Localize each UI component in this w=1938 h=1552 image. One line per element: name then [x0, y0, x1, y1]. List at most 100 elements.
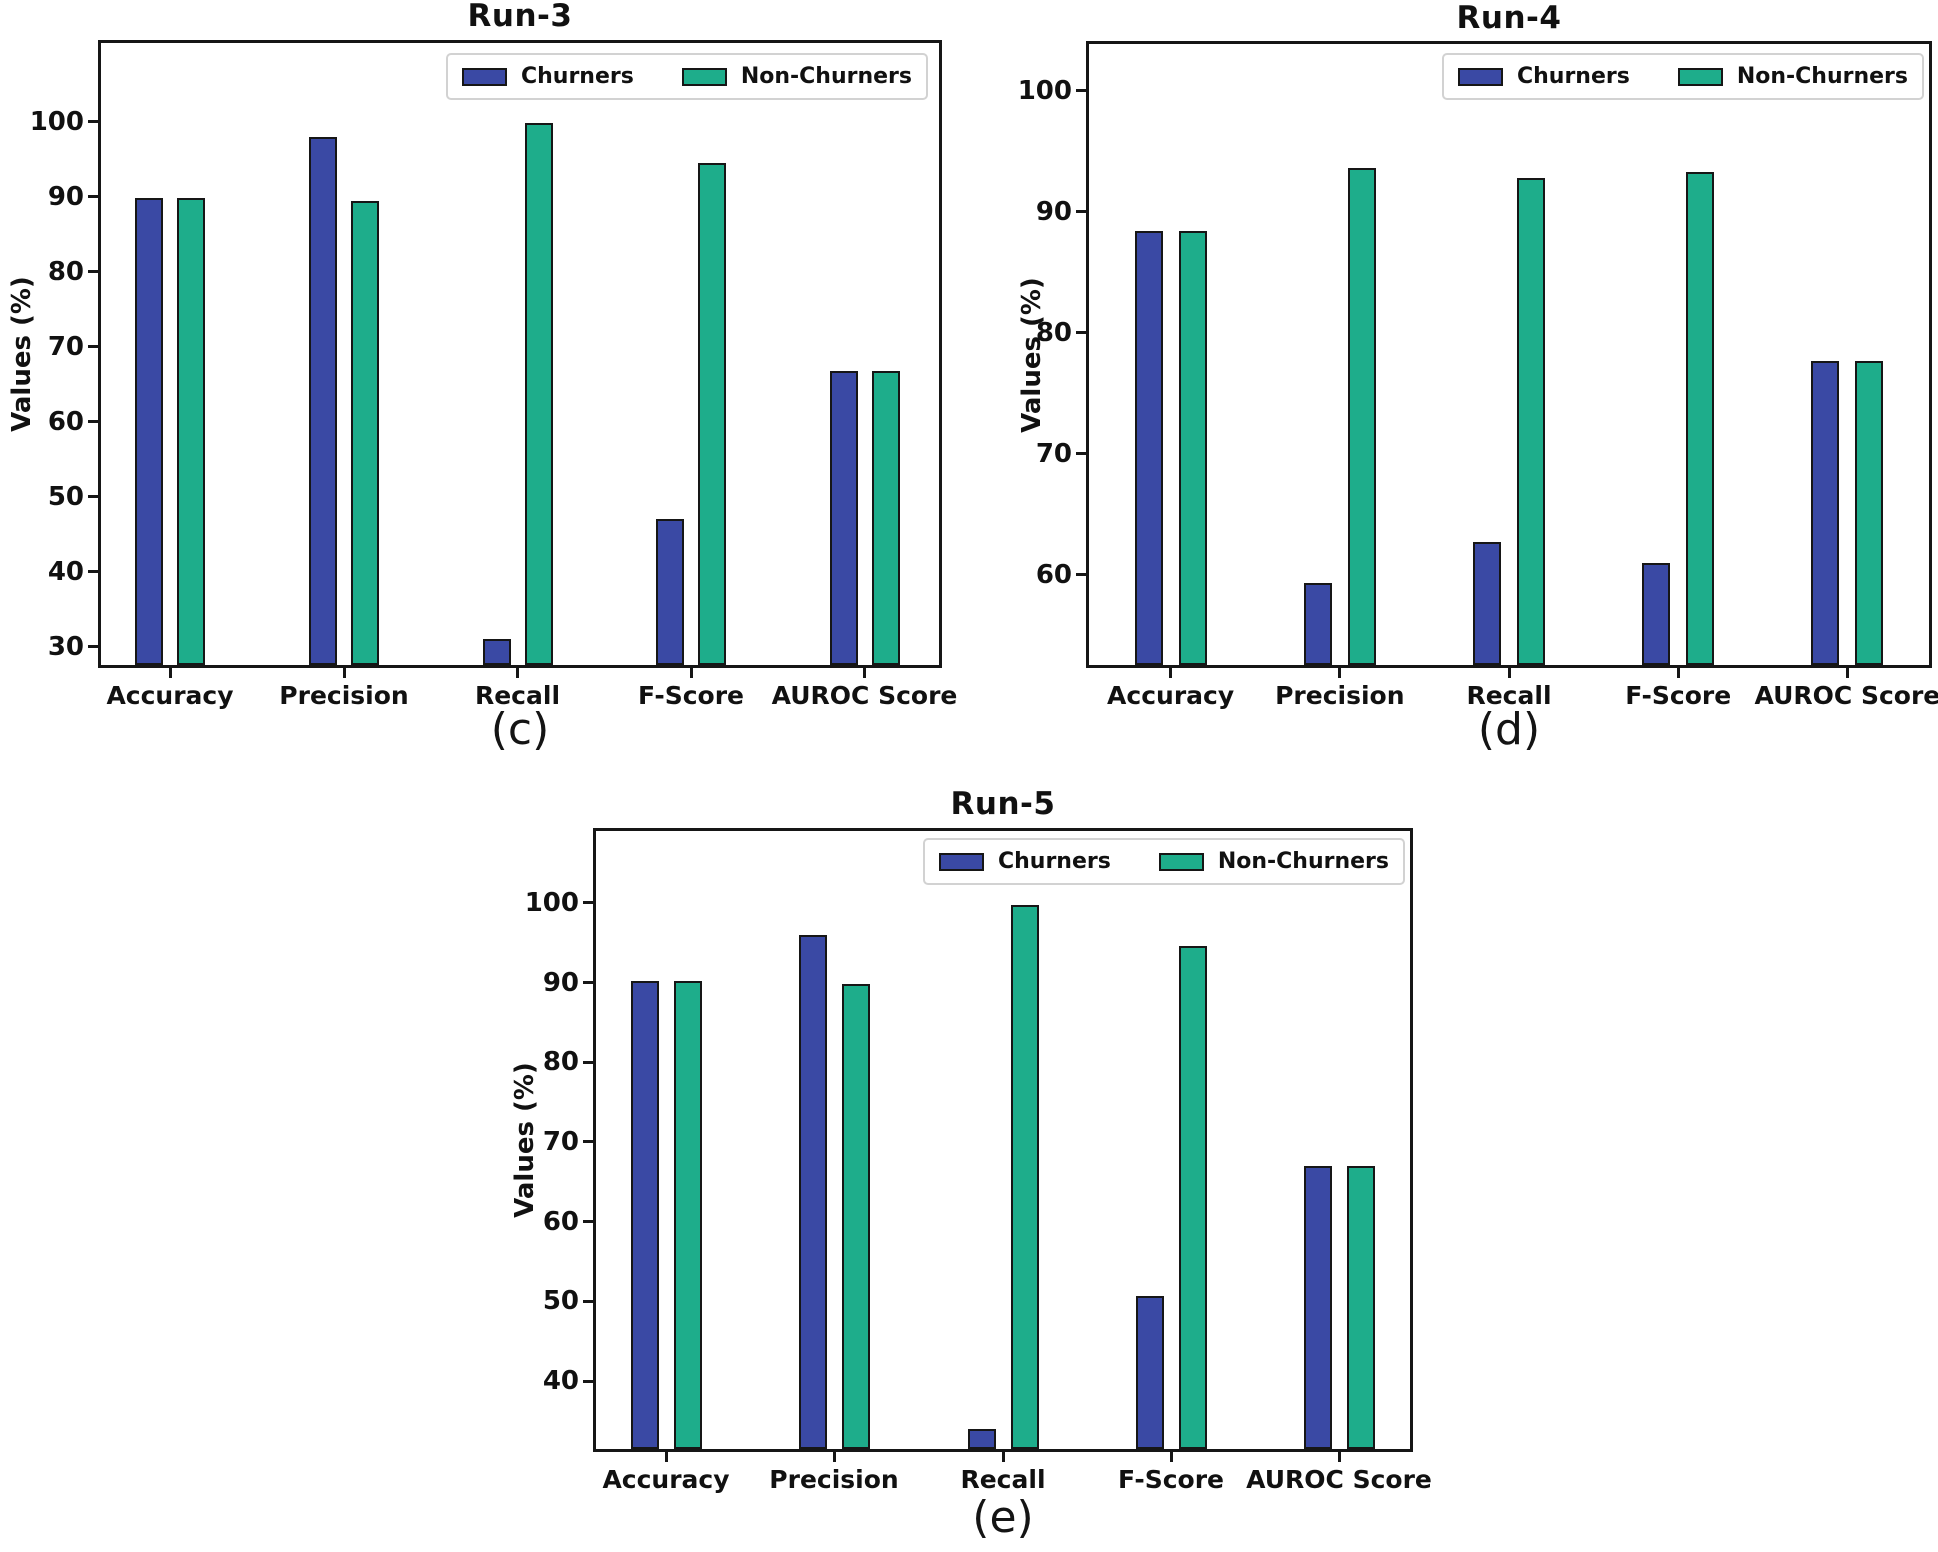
x-tick-label-recall: Recall — [960, 1465, 1046, 1494]
legend-item-churners: Churners — [461, 64, 634, 89]
bar-non-churners-auroc-score — [871, 370, 900, 665]
y-tick-mark — [88, 120, 98, 124]
y-tick-label: 40 — [47, 556, 84, 587]
y-tick-label: 90 — [542, 967, 579, 998]
legend-swatch-non-churners — [681, 67, 727, 86]
x-tick-mark — [689, 668, 693, 678]
y-tick-mark — [88, 270, 98, 274]
bar-non-churners-recall — [1010, 904, 1039, 1449]
bar-non-churners-precision — [1347, 168, 1376, 665]
legend-label-non-churners: Non-Churners — [1217, 849, 1389, 874]
x-tick-mark — [342, 668, 346, 678]
legend-swatch-non-churners — [1158, 852, 1204, 871]
y-tick-label: 40 — [542, 1366, 579, 1397]
bar-churners-f-score — [1642, 562, 1671, 665]
bar-churners-accuracy — [630, 981, 659, 1449]
x-tick-label-recall: Recall — [1466, 681, 1552, 710]
y-tick-label: 60 — [542, 1206, 579, 1237]
legend-item-non-churners: Non-Churners — [1158, 849, 1389, 874]
y-tick-label: 30 — [47, 631, 84, 662]
y-tick-mark — [88, 570, 98, 574]
y-tick-label: 100 — [29, 106, 84, 137]
bar-non-churners-f-score — [698, 163, 726, 665]
bar-non-churners-accuracy — [177, 198, 205, 665]
y-tick-mark — [583, 1379, 593, 1383]
y-tick-mark — [1076, 573, 1086, 577]
y-tick-label: 70 — [47, 331, 84, 362]
x-tick-label-auroc-score: AUROC Score — [1754, 681, 1938, 710]
y-tick-mark — [583, 981, 593, 985]
bar-non-churners-recall — [524, 123, 553, 665]
legend-label-non-churners: Non-Churners — [1736, 64, 1908, 89]
x-tick-mark — [1676, 668, 1680, 678]
x-tick-label-auroc-score: AUROC Score — [1246, 1465, 1432, 1494]
y-tick-mark — [1076, 452, 1086, 456]
bar-churners-accuracy — [1134, 231, 1163, 665]
y-tick-label: 60 — [47, 406, 84, 437]
x-tick-label-f-score: F-Score — [1625, 681, 1732, 710]
chart-title: Run-4 — [1456, 0, 1562, 36]
y-tick-mark — [88, 420, 98, 424]
y-tick-label: 80 — [542, 1047, 579, 1078]
bar-non-churners-precision — [841, 984, 870, 1449]
bar-non-churners-accuracy — [1178, 231, 1207, 665]
bar-non-churners-recall — [1517, 177, 1545, 665]
x-tick-label-recall: Recall — [474, 681, 561, 710]
legend: Churners Non-Churners — [1441, 53, 1924, 100]
bar-churners-accuracy — [135, 198, 163, 665]
legend-label-churners: Churners — [997, 849, 1111, 874]
y-tick-mark — [583, 1140, 593, 1144]
y-tick-mark — [583, 1220, 593, 1224]
bar-churners-recall — [967, 1428, 996, 1449]
y-tick-label: 70 — [542, 1126, 579, 1157]
x-tick-label-f-score: F-Score — [1118, 1465, 1224, 1494]
x-tick-mark — [664, 1452, 668, 1462]
chart-title: Run-3 — [467, 0, 573, 34]
y-tick-label: 80 — [1035, 317, 1072, 348]
x-tick-mark — [1507, 668, 1511, 678]
bar-non-churners-f-score — [1686, 171, 1715, 665]
x-tick-label-accuracy: Accuracy — [1107, 681, 1235, 710]
legend-item-churners: Churners — [938, 849, 1111, 874]
x-tick-mark — [1337, 1452, 1341, 1462]
x-tick-mark — [1001, 1452, 1005, 1462]
legend-swatch-churners — [461, 67, 507, 86]
bar-churners-f-score — [1135, 1295, 1164, 1449]
x-tick-label-f-score: F-Score — [638, 681, 744, 710]
bar-churners-precision — [309, 136, 337, 665]
bar-churners-precision — [1303, 583, 1332, 665]
y-tick-label: 60 — [1035, 559, 1072, 590]
legend-item-non-churners: Non-Churners — [681, 64, 912, 89]
bar-churners-f-score — [656, 519, 684, 665]
bar-churners-precision — [798, 934, 827, 1449]
legend-label-churners: Churners — [520, 64, 634, 89]
x-tick-mark — [1169, 1452, 1173, 1462]
x-tick-label-precision: Precision — [279, 681, 409, 710]
plot-area — [593, 828, 1413, 1452]
bar-non-churners-f-score — [1178, 945, 1207, 1449]
plot-area — [98, 40, 942, 668]
y-tick-mark — [88, 345, 98, 349]
legend-swatch-churners — [1457, 67, 1503, 86]
x-tick-mark — [1845, 668, 1849, 678]
subfigure-caption: (d) — [1477, 704, 1541, 755]
y-tick-label: 80 — [47, 256, 84, 287]
x-tick-mark — [832, 1452, 836, 1462]
y-tick-mark — [583, 1060, 593, 1064]
plot-area — [1086, 41, 1932, 668]
y-tick-mark — [1076, 331, 1086, 335]
y-tick-mark — [88, 195, 98, 199]
bar-non-churners-auroc-score — [1346, 1165, 1375, 1449]
y-tick-label: 50 — [47, 481, 84, 512]
y-tick-mark — [88, 495, 98, 499]
bar-churners-auroc-score — [1811, 360, 1840, 665]
chart-title: Run-5 — [950, 786, 1056, 822]
y-tick-label: 90 — [1035, 196, 1072, 227]
x-tick-mark — [516, 668, 519, 678]
legend-swatch-churners — [938, 852, 984, 871]
y-tick-mark — [88, 645, 98, 649]
legend: Churners Non-Churners — [445, 53, 928, 100]
bar-churners-recall — [1473, 542, 1501, 665]
